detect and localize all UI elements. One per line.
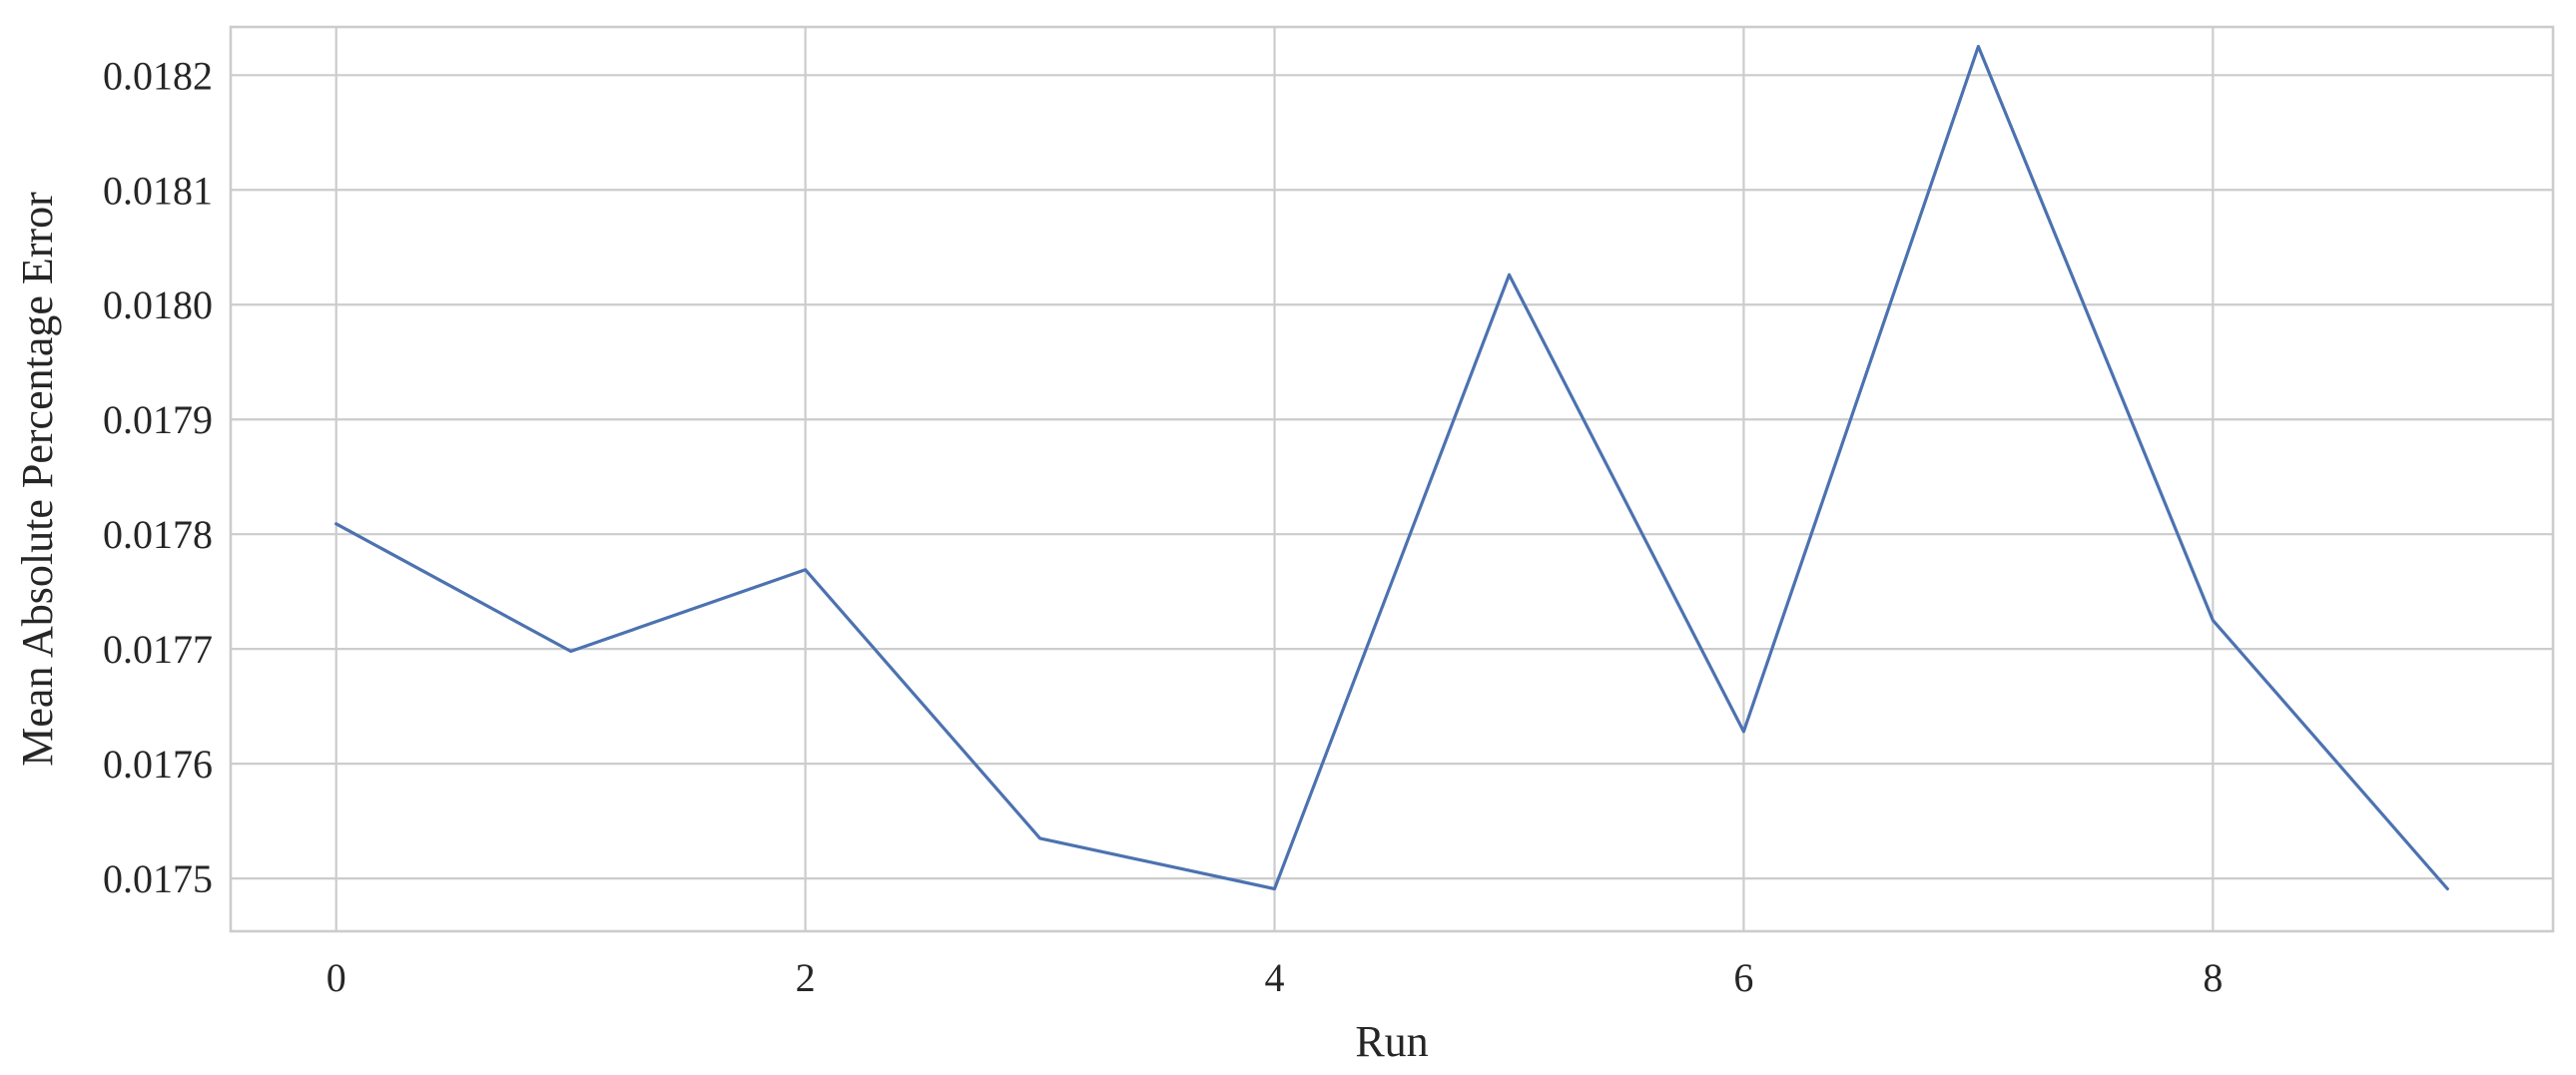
series-layer [334, 44, 2449, 891]
y-tick-label: 0.0180 [103, 282, 213, 327]
x-tick-label: 6 [1733, 955, 1753, 1000]
y-tick-labels: 0.0175 0.0176 0.0177 0.0178 0.0179 0.0180 0.01… [103, 53, 213, 901]
plot-frame [229, 25, 2555, 933]
x-tick-labels: 0 2 4 6 8 [326, 955, 2224, 1000]
y-tick-label: 0.0175 [103, 856, 213, 901]
x-axis-label: Run [1355, 1017, 1428, 1066]
x-tick-label: 4 [1265, 955, 1285, 1000]
y-axis-label: Mean Absolute Percentage Error [13, 192, 62, 767]
y-tick-label: 0.0182 [103, 53, 213, 98]
x-tick-label: 2 [796, 955, 816, 1000]
y-tick-label: 0.0177 [103, 627, 213, 672]
series-line [334, 44, 2449, 891]
x-tick-label: 0 [326, 955, 346, 1000]
grid [231, 27, 2553, 931]
y-tick-label: 0.0179 [103, 397, 213, 442]
y-tick-label: 0.0181 [103, 168, 213, 213]
x-tick-label: 8 [2203, 955, 2223, 1000]
y-tick-label: 0.0176 [103, 742, 213, 787]
y-tick-label: 0.0178 [103, 512, 213, 557]
